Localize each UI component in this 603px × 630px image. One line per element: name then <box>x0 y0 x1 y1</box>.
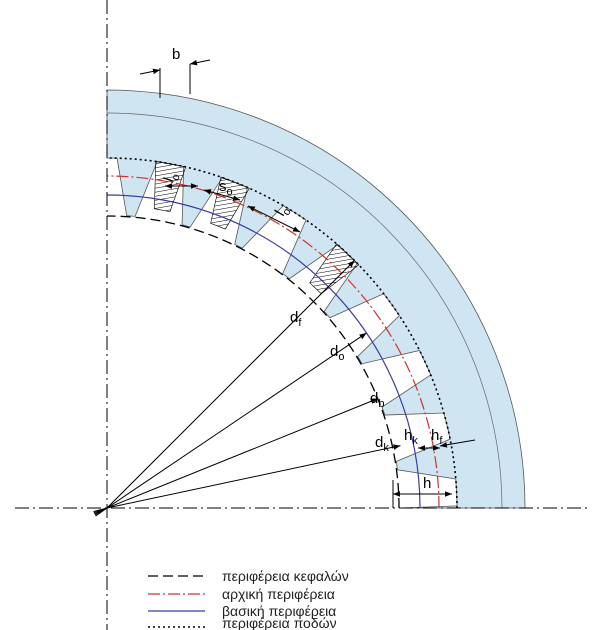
symbol: d <box>375 434 383 451</box>
symbol: h <box>423 475 431 492</box>
symbol: b <box>172 46 180 63</box>
subscript: o <box>338 351 344 363</box>
symbol: s <box>219 178 227 195</box>
symbol: d <box>330 343 338 360</box>
dimension-label: hk <box>404 427 418 447</box>
subscript: b <box>378 398 384 410</box>
symbol: d <box>370 390 378 407</box>
symbol: h <box>431 427 439 444</box>
subscript: f <box>298 317 302 329</box>
legend-label: αρχική περιφέρεια <box>222 586 335 602</box>
symbol: d <box>290 309 298 326</box>
gear-diagram: blosolodfdodbdkhkhfh περιφέρεια κεφαλών … <box>0 0 603 630</box>
legend: περιφέρεια κεφαλών αρχική περιφέρεια βασ… <box>148 568 349 630</box>
dimension-label: b <box>172 46 180 63</box>
dimension-label: db <box>370 390 384 410</box>
dimension-line <box>140 70 160 74</box>
dimension-line <box>107 333 366 508</box>
dimension-label: h <box>423 475 431 492</box>
dimension-line <box>107 261 354 508</box>
subscript: k <box>383 442 389 454</box>
dimension-line <box>107 446 400 508</box>
subscript: o <box>227 186 233 198</box>
dimension-label: df <box>290 309 302 329</box>
dimension-line <box>107 399 378 508</box>
legend-label: περιφέρεια ποδών <box>222 615 337 630</box>
dimension-line <box>190 60 210 64</box>
dimension-label: do <box>330 343 344 363</box>
subscript: k <box>412 435 418 447</box>
legend-label: περιφέρεια κεφαλών <box>222 568 349 584</box>
symbol: h <box>404 427 412 444</box>
